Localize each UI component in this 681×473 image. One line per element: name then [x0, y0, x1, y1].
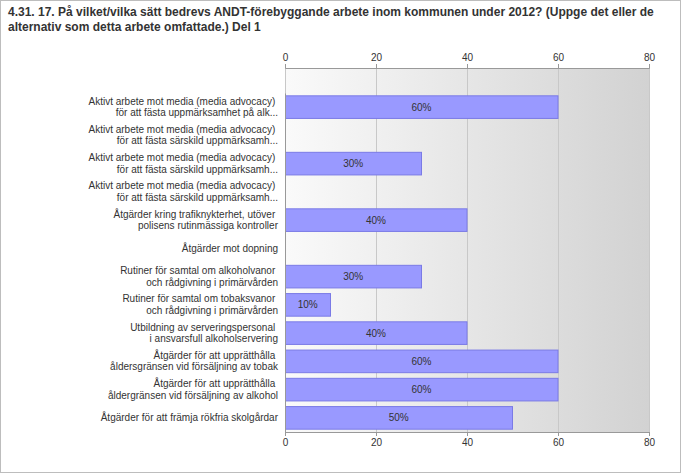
tick: 60: [553, 432, 565, 448]
y-axis: Aktivt arbete mot media (media advocacy)…: [88, 94, 285, 433]
tick: 40: [462, 52, 474, 68]
tick: 60: [553, 52, 565, 68]
tick-mark: [649, 432, 650, 436]
tick-mark: [376, 64, 377, 68]
data-label: 30%: [343, 271, 363, 282]
tick-label: 80: [644, 52, 656, 63]
axis-line: [285, 94, 286, 433]
tick: Rutiner för samtal om alkoholvanor och r…: [120, 265, 285, 288]
tick: Utbildning av serveringspersonal i ansva…: [130, 322, 285, 345]
bars: [285, 96, 558, 429]
title: 4.31. 17. På vilket/vilka sätt bedrevs A…: [8, 5, 657, 34]
bar: [285, 407, 513, 430]
tick: Aktivt arbete mot media (media advocacy)…: [88, 96, 285, 119]
tick-mark: [558, 432, 559, 436]
category-label: Åtgärder för att upprätthålla åldergräns…: [108, 377, 278, 401]
tick-label: 40: [462, 437, 474, 448]
data-label: 40%: [366, 215, 386, 226]
tick-label: 20: [371, 52, 383, 63]
plot-area: [285, 68, 649, 432]
tick: 0: [283, 52, 289, 68]
tick-label: 20: [371, 437, 383, 448]
tick-label: 60: [553, 437, 565, 448]
bar: [285, 350, 558, 373]
category-label: Åtgärder för att främja rökfria skolgård…: [101, 411, 279, 423]
category-label: Rutiner för samtal om alkoholvanor och r…: [120, 265, 278, 288]
data-labels: 60% 30% 40% 30% 10% 40% 60% 60% 50%: [298, 102, 432, 424]
category-label: Aktivt arbete mot media (media advocacy)…: [88, 124, 278, 147]
tick: Aktivt arbete mot media (media advocacy)…: [88, 180, 285, 203]
axis-line: [286, 433, 650, 437]
axis-line: [286, 64, 650, 69]
category-label: Aktivt arbete mot media (media advocacy)…: [88, 180, 278, 203]
tick: 0: [283, 432, 289, 448]
tick-mark: [285, 64, 286, 68]
tick-label: 0: [283, 52, 289, 63]
grid-line: [376, 68, 377, 432]
grid-line: [558, 68, 559, 432]
tick: 40: [462, 432, 474, 448]
tick-label: 0: [283, 437, 289, 448]
chart: 4.31. 17. På vilket/vilka sätt bedrevs A…: [0, 0, 681, 473]
bar: [285, 265, 422, 288]
tick-label: 40: [462, 52, 474, 63]
bar: [285, 378, 558, 401]
tick: Åtgärder kring trafiknykterhet, utöver p…: [113, 208, 285, 232]
grid-line: [467, 68, 468, 432]
tick: 80: [644, 52, 656, 68]
data-label: 60%: [411, 384, 431, 395]
tick: Rutiner för samtal om tobaksvanor och rå…: [122, 293, 285, 316]
tick: Åtgärder för att främja rökfria skolgård…: [101, 411, 285, 423]
category-label: Åtgärder för att upprätthålla åldersgrän…: [110, 349, 279, 373]
category-label: Rutiner för samtal om tobaksvanor och rå…: [122, 293, 278, 316]
data-label: 60%: [411, 102, 431, 113]
x-axis-bottom: 0 20 40 60 80: [283, 432, 656, 448]
bar: [285, 152, 422, 175]
tick-mark: [467, 432, 468, 436]
grid-line: [285, 68, 286, 432]
tick: Aktivt arbete mot media (media advocacy)…: [88, 124, 285, 147]
grid: [286, 68, 650, 432]
tick: Åtgärder mot dopning: [182, 242, 285, 254]
tick-label: 80: [644, 437, 656, 448]
tick-label: 60: [553, 52, 565, 63]
data-label: 50%: [389, 412, 409, 423]
tick: 80: [644, 432, 656, 448]
frame: [1, 1, 681, 473]
data-label: 60%: [411, 356, 431, 367]
tick-mark: [649, 64, 650, 68]
tick: Åtgärder för att upprätthålla åldergräns…: [108, 377, 285, 401]
data-label: 30%: [343, 158, 363, 169]
tick-mark: [558, 64, 559, 68]
bar: [285, 322, 467, 345]
tick: Åtgärder för att upprätthålla åldersgrän…: [110, 349, 285, 373]
category-label: Utbildning av serveringspersonal i ansva…: [130, 322, 278, 345]
bar: [285, 294, 331, 317]
bar: [285, 209, 467, 232]
tick: Aktivt arbete mot media (media advocacy)…: [88, 152, 285, 175]
category-label: Aktivt arbete mot media (media advocacy)…: [88, 96, 278, 119]
tick-mark: [467, 64, 468, 68]
category-label: Åtgärder mot dopning: [182, 242, 278, 254]
x-axis-top: 0 20 40 60 80: [283, 52, 656, 69]
data-label: 40%: [366, 328, 386, 339]
tick-mark: [376, 432, 377, 436]
tick: 20: [371, 432, 383, 448]
category-label: Aktivt arbete mot media (media advocacy)…: [88, 152, 278, 175]
tick: 20: [371, 52, 383, 68]
category-label: Åtgärder kring trafiknykterhet, utöver p…: [113, 208, 278, 232]
tick-mark: [285, 432, 286, 436]
grid-line: [649, 68, 650, 432]
data-label: 10%: [298, 299, 318, 310]
bar: [285, 96, 558, 119]
